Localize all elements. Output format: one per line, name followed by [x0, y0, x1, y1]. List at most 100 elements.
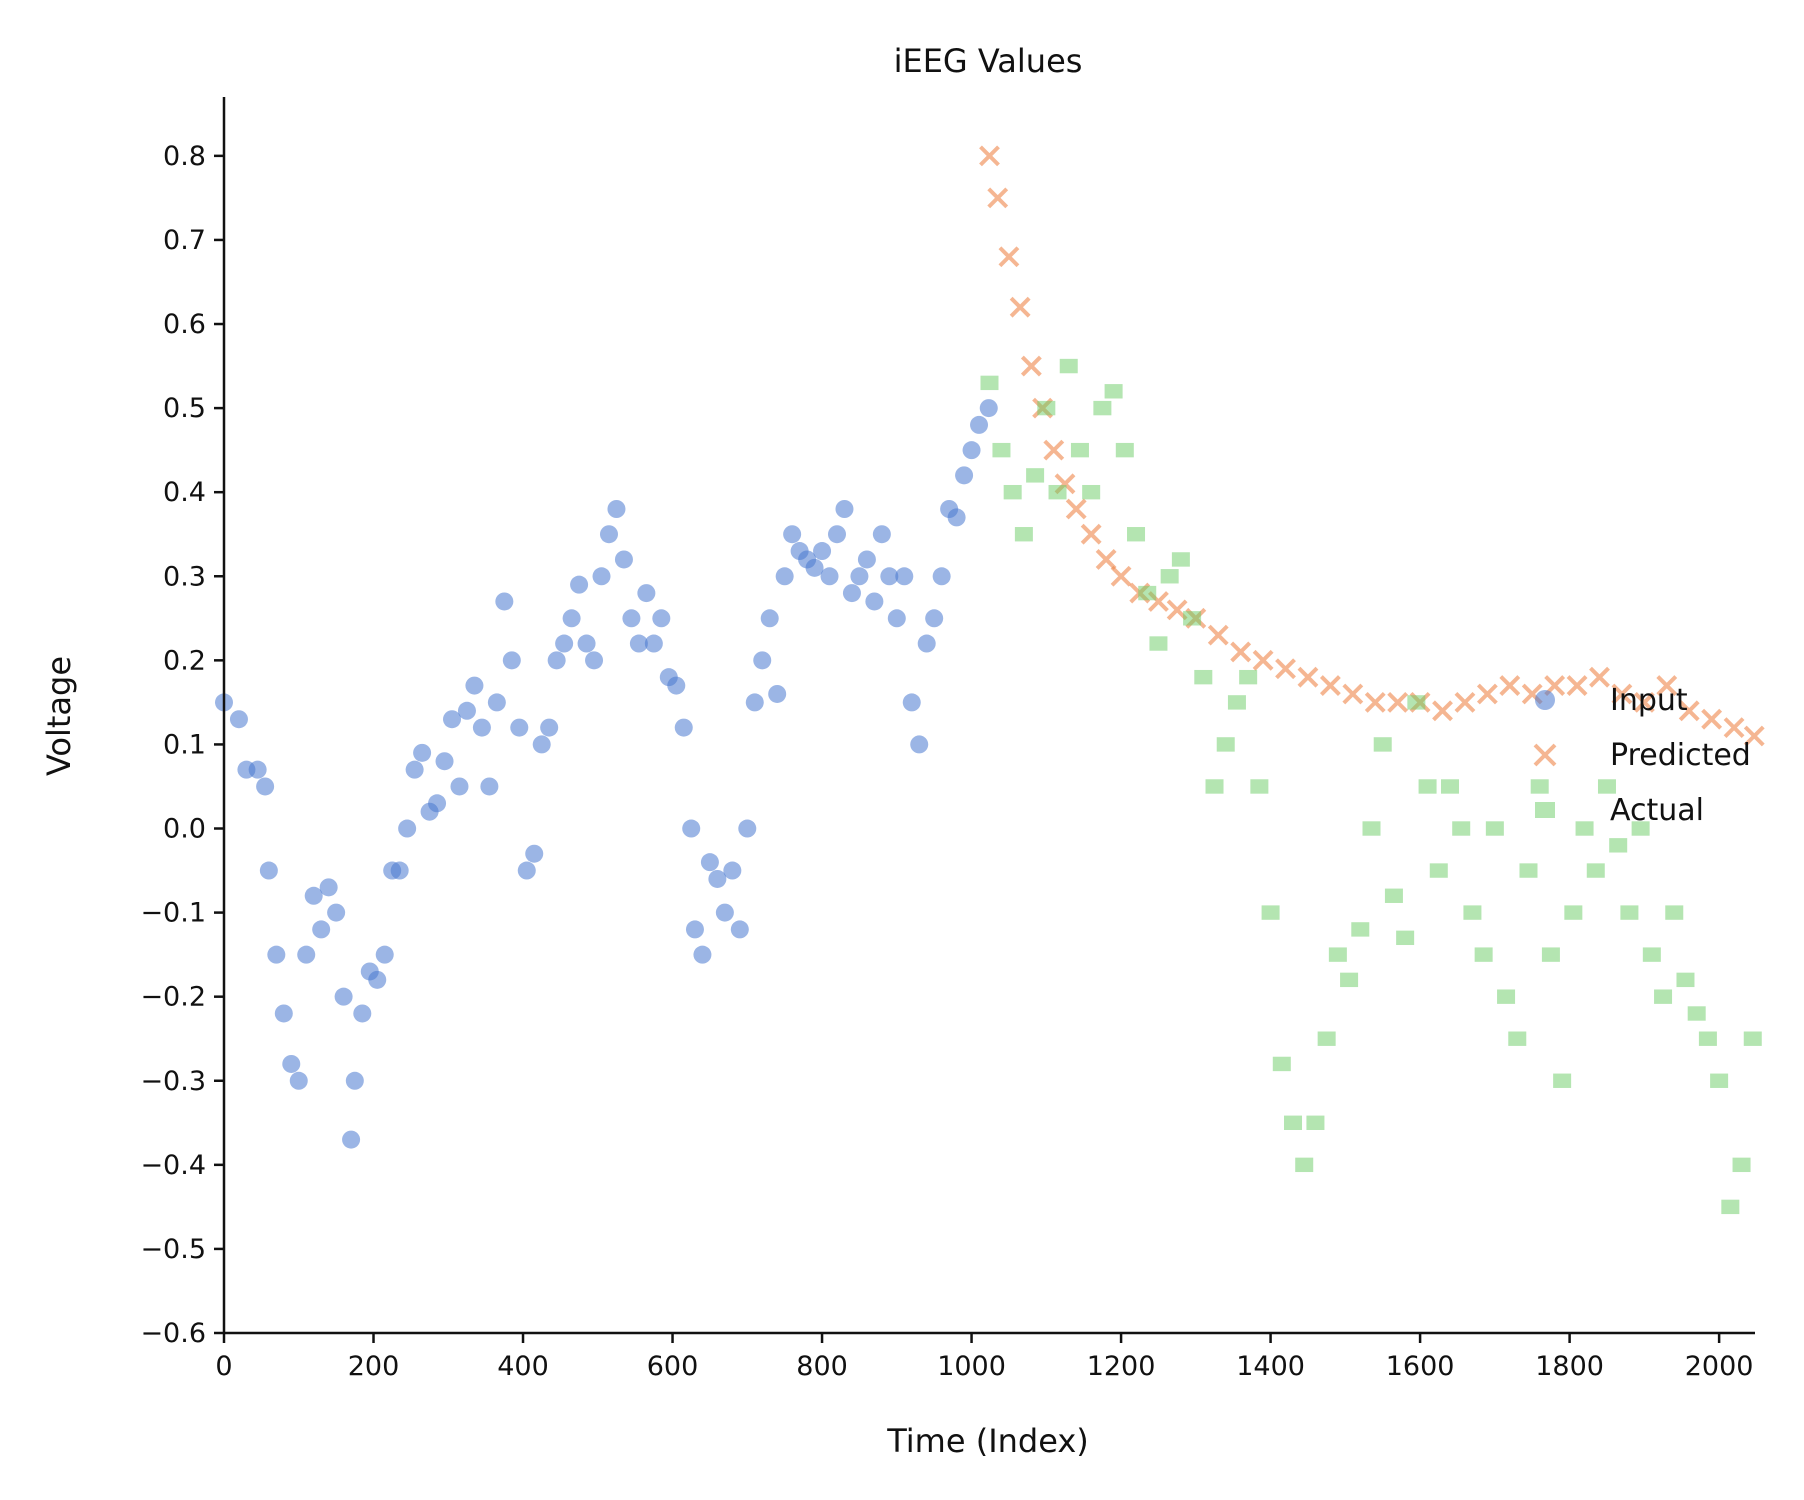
input-point: [487, 693, 506, 712]
input-point: [443, 710, 462, 729]
actual-point: [980, 375, 999, 391]
input-point: [267, 945, 286, 964]
y-tick-label: 0.2: [163, 645, 206, 676]
actual-point: [1418, 779, 1437, 794]
actual-point: [1541, 947, 1560, 962]
y-tick-label: 0.0: [163, 814, 206, 845]
predicted-point: [1065, 498, 1087, 520]
input-point: [495, 592, 514, 611]
input-point: [693, 945, 712, 964]
actual-point: [1227, 695, 1246, 710]
actual-point: [1687, 1006, 1706, 1021]
input-point: [577, 634, 596, 653]
actual-point: [1474, 947, 1493, 962]
actual-point: [1183, 611, 1202, 626]
predicted-point: [1342, 683, 1364, 705]
input-point: [925, 609, 944, 628]
actual-point: [1743, 1031, 1762, 1046]
input-point: [760, 609, 779, 628]
x-tick-label: 400: [497, 1351, 549, 1382]
input-point: [887, 609, 906, 628]
input-point: [979, 399, 998, 418]
input-point: [259, 861, 278, 880]
actual-point: [1340, 972, 1359, 988]
y-tick-label: −0.2: [140, 982, 206, 1013]
input-point: [682, 819, 701, 838]
y-tick-label: −0.5: [140, 1234, 206, 1265]
input-point: [457, 701, 476, 720]
input-point: [813, 542, 832, 561]
axes: 0 200 400 600 800 1000 1200 1400 1600 1800 2000 −0…: [140, 97, 1755, 1382]
input-point: [842, 584, 861, 603]
input-point: [480, 777, 499, 796]
actual-point: [1149, 636, 1168, 651]
input-point: [970, 415, 989, 434]
predicted-point: [1364, 691, 1386, 713]
y-tick-label: 0.3: [163, 561, 206, 592]
actual-point: [1609, 838, 1628, 853]
input-point: [820, 567, 839, 586]
actual-point: [1059, 358, 1078, 374]
y-tick-label: 0.6: [163, 309, 206, 340]
input-point: [510, 718, 529, 737]
input-point: [700, 853, 719, 872]
actual-point: [1452, 821, 1471, 836]
actual-point: [1171, 552, 1190, 567]
actual-point: [1519, 863, 1538, 878]
actual-point: [1037, 400, 1056, 416]
actual-point: [1654, 989, 1673, 1004]
input-point: [502, 651, 521, 670]
predicted-point: [1454, 691, 1476, 713]
actual-point: [1048, 484, 1067, 500]
actual-point: [1295, 1157, 1314, 1173]
legend-marker-predicted: [1533, 743, 1557, 767]
y-axis-label: Voltage: [40, 656, 78, 776]
predicted-point: [1633, 691, 1655, 713]
actual-point: [1732, 1157, 1751, 1173]
input-point: [917, 634, 936, 653]
actual-point: [1530, 779, 1549, 794]
predicted-series: [979, 145, 1765, 747]
predicted-point: [1743, 725, 1765, 747]
input-point: [753, 651, 772, 670]
actual-point: [1553, 1073, 1572, 1088]
actual-point: [1216, 737, 1235, 752]
actual-point: [1205, 779, 1224, 794]
input-point: [229, 710, 248, 729]
predicted-point: [1110, 565, 1132, 587]
actual-point: [1620, 905, 1639, 920]
actual-point: [1127, 527, 1146, 542]
input-point: [390, 861, 409, 880]
y-tick-label: −0.1: [140, 898, 206, 929]
actual-point: [992, 442, 1011, 458]
x-tick-label: 1800: [1535, 1351, 1604, 1382]
y-tick-label: −0.4: [140, 1150, 206, 1181]
legend-item-input: Input: [1535, 683, 1688, 718]
predicted-point: [1611, 683, 1633, 705]
x-tick-label: 600: [647, 1351, 699, 1382]
input-point: [644, 634, 663, 653]
input-point: [540, 718, 559, 737]
predicted-point: [1252, 649, 1274, 671]
input-point: [805, 558, 824, 577]
actual-point: [1642, 947, 1661, 962]
input-point: [622, 609, 641, 628]
input-point: [955, 466, 974, 485]
input-point: [910, 735, 929, 754]
input-point: [768, 684, 787, 703]
predicted-point: [1678, 700, 1700, 722]
input-point: [465, 676, 484, 695]
chart-title: iEEG Values: [894, 42, 1083, 80]
actual-point: [1597, 779, 1616, 794]
input-point: [353, 1004, 372, 1023]
actual-point: [1104, 384, 1123, 399]
input-point: [614, 550, 633, 569]
input-point: [570, 575, 589, 594]
input-point: [282, 1054, 301, 1073]
input-point: [334, 987, 353, 1006]
actual-point: [1485, 821, 1504, 836]
input-point: [667, 676, 686, 695]
predicted-point: [1319, 675, 1341, 696]
input-point: [738, 819, 757, 838]
predicted-point: [979, 145, 1000, 167]
